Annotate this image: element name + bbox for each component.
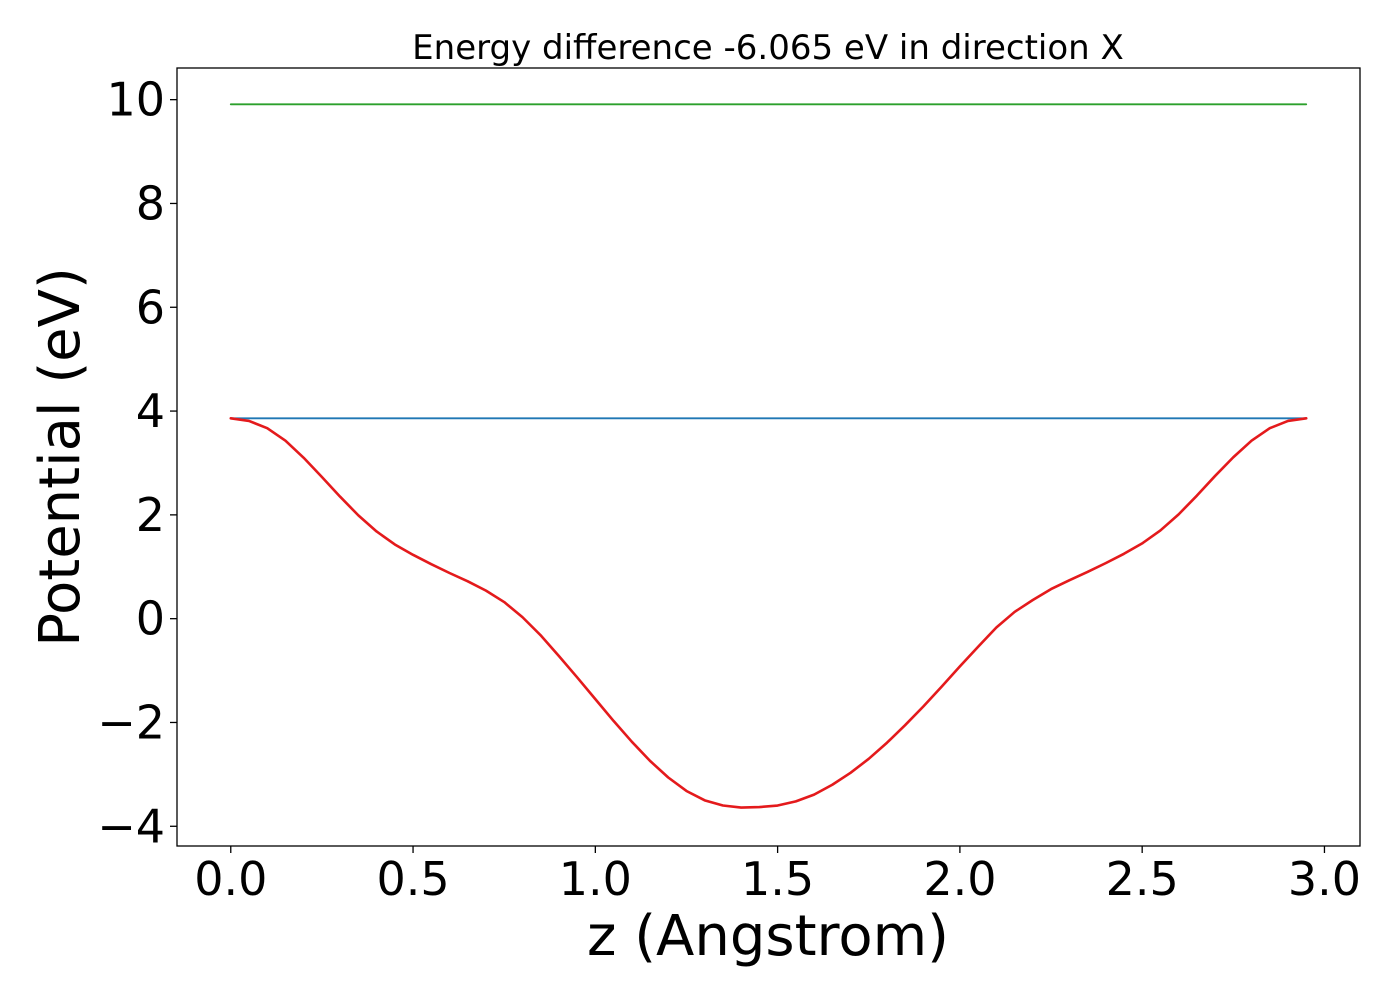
series-layer [229,103,1308,809]
y-tick-label: 10 [106,73,165,127]
plot-area [176,67,1361,847]
y-tick-label: 2 [136,488,165,542]
y-axis: −4 −2 0 2 4 6 8 10 [97,73,177,853]
y-tick-label: −2 [97,695,165,749]
y-tick-label: −4 [97,799,165,853]
series-line-2 [229,417,1308,809]
x-axis-label: z (Angstrom) [587,904,949,969]
x-tick-label: 3.0 [1288,852,1361,906]
y-tick-label: 6 [136,280,165,334]
plot-frame [176,67,1361,847]
x-tick-label: 2.5 [1106,852,1179,906]
y-tick-label: 4 [136,384,165,438]
x-tick-label: 1.5 [741,852,814,906]
y-tick-label: 8 [136,176,165,230]
x-tick-label: 2.0 [923,852,996,906]
y-axis-label: Potential (eV) [28,267,93,647]
y-tick-label: 0 [136,592,165,646]
x-axis: 0.0 0.5 1.0 1.5 2.0 2.5 3.0 [194,846,1361,906]
chart-title: Energy difference -6.065 eV in direction… [412,28,1124,68]
x-tick-label: 0.0 [194,852,267,906]
x-tick-label: 0.5 [376,852,449,906]
x-tick-label: 1.0 [559,852,632,906]
